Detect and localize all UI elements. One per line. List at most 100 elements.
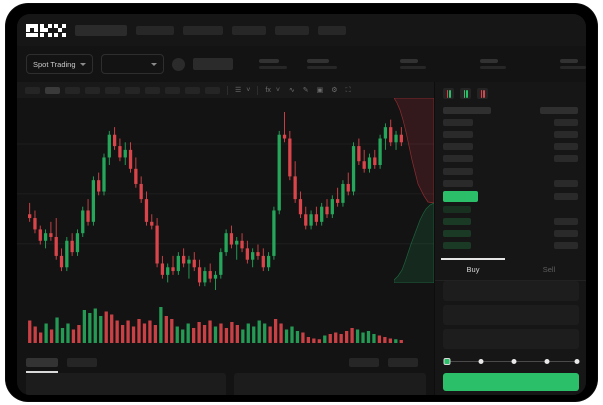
slider-stop-25[interactable]	[478, 358, 484, 364]
order-amount-field[interactable]	[443, 305, 579, 325]
bottom-panel-2[interactable]	[234, 373, 426, 395]
timeframe-2[interactable]	[45, 86, 60, 94]
stat-label	[480, 59, 498, 63]
nav-item-4[interactable]	[232, 25, 266, 35]
avatar	[172, 57, 186, 71]
table-row[interactable]	[443, 128, 578, 140]
candle-type-chevron-icon[interactable]: ˅	[246, 86, 251, 94]
line-tool-icon[interactable]: ∿	[288, 86, 295, 94]
ticker-stat-3	[400, 59, 426, 69]
indicators-icon[interactable]: fx	[265, 86, 271, 94]
ask-amount	[554, 143, 578, 151]
chevron-down-icon	[79, 62, 86, 66]
table-row[interactable]	[443, 116, 578, 128]
orderbook-panel: Buy Sell	[434, 82, 586, 395]
timeframe-3[interactable]	[65, 86, 80, 94]
stat-label	[307, 59, 329, 63]
table-row[interactable]	[443, 153, 578, 165]
trading-pair-selector[interactable]	[100, 54, 165, 74]
order-price-field[interactable]	[443, 281, 579, 301]
ask-price	[443, 155, 473, 163]
toolbar-divider	[227, 85, 228, 95]
stat-value	[307, 65, 337, 69]
ob-mode-both-icon[interactable]	[443, 88, 454, 99]
chevron-down-icon	[151, 62, 158, 66]
okx-logo[interactable]	[26, 23, 66, 37]
bottom-panels	[17, 373, 434, 395]
bid-amount	[554, 242, 578, 250]
pair-name	[193, 58, 233, 70]
nav-item-2[interactable]	[136, 25, 174, 35]
tab-buy-label: Buy	[466, 265, 480, 274]
nav-item-search[interactable]	[75, 24, 127, 36]
timeframe-10[interactable]	[205, 86, 220, 94]
order-total-field[interactable]	[443, 329, 579, 349]
bottom-tab-bar	[17, 351, 434, 373]
table-row[interactable]	[443, 177, 578, 189]
timeframe-7[interactable]	[145, 86, 160, 94]
percent-slider[interactable]	[443, 356, 580, 366]
nav-item-6[interactable]	[318, 25, 346, 35]
orderbook-rows[interactable]	[435, 103, 586, 252]
table-row[interactable]	[443, 216, 578, 228]
submit-buy-button[interactable]	[443, 373, 579, 391]
ticker-stat-4	[480, 59, 506, 69]
top-navigation-bar	[17, 14, 586, 46]
timeframe-5[interactable]	[105, 86, 120, 94]
table-row[interactable]	[443, 141, 578, 153]
ask-amount	[554, 118, 578, 126]
table-row[interactable]	[443, 203, 578, 215]
ticker-stat-5	[560, 59, 586, 69]
device-frame: Spot Trading	[6, 4, 597, 401]
spot-trading-label: Spot Trading	[33, 59, 76, 69]
volume-histogram	[28, 307, 403, 343]
candle-type-icon[interactable]: ☰	[235, 86, 242, 94]
timeframe-4[interactable]	[85, 86, 100, 94]
last-price-row	[443, 189, 578, 203]
ask-price	[443, 167, 473, 175]
bid-price	[443, 242, 471, 250]
spot-trading-selector[interactable]: Spot Trading	[26, 54, 93, 74]
orderbook-header-row	[443, 104, 578, 116]
ob-mode-bids-icon[interactable]	[460, 88, 471, 99]
orderbook-col-amount	[540, 106, 578, 114]
ask-amount	[554, 130, 578, 138]
bottom-action-1[interactable]	[349, 357, 379, 367]
toolbar-divider	[257, 85, 259, 95]
app-window: Spot Trading	[17, 14, 586, 395]
bottom-tab-1[interactable]	[26, 357, 58, 373]
slider-stop-50[interactable]	[511, 358, 517, 364]
timeframe-6[interactable]	[125, 86, 140, 94]
timeframe-1[interactable]	[25, 86, 40, 94]
bottom-tab-2[interactable]	[67, 357, 97, 367]
table-row[interactable]	[443, 240, 578, 252]
nav-item-3[interactable]	[183, 25, 223, 35]
ob-mode-asks-icon[interactable]	[477, 88, 488, 99]
table-row[interactable]	[443, 165, 578, 177]
camera-icon[interactable]: ▣	[316, 86, 324, 94]
ask-amount	[554, 155, 578, 163]
fullscreen-icon[interactable]: ⛶	[345, 86, 351, 94]
bottom-action-2[interactable]	[388, 357, 418, 367]
tab-buy[interactable]: Buy	[435, 258, 511, 280]
timeframe-9[interactable]	[185, 86, 200, 94]
slider-track	[447, 360, 575, 362]
ask-price	[443, 143, 473, 151]
settings-icon[interactable]: ⚙	[331, 86, 338, 94]
tab-sell[interactable]: Sell	[511, 259, 586, 280]
slider-stop-75[interactable]	[544, 358, 550, 364]
table-row[interactable]	[443, 228, 578, 240]
ticker-stat-2	[307, 59, 337, 69]
active-tab-underline	[441, 258, 505, 260]
ask-price	[443, 118, 473, 126]
bottom-panel-1[interactable]	[26, 373, 226, 395]
timeframe-8[interactable]	[165, 86, 180, 94]
slider-handle[interactable]	[443, 357, 451, 365]
bid-amount	[554, 230, 578, 238]
slider-stop-100[interactable]	[574, 358, 580, 364]
nav-item-5[interactable]	[275, 25, 309, 35]
indicators-chevron-icon[interactable]: ˅	[275, 86, 280, 94]
price-chart[interactable]	[17, 98, 434, 351]
pencil-icon[interactable]: ✎	[302, 86, 309, 94]
orderbook-view-modes	[435, 82, 586, 103]
